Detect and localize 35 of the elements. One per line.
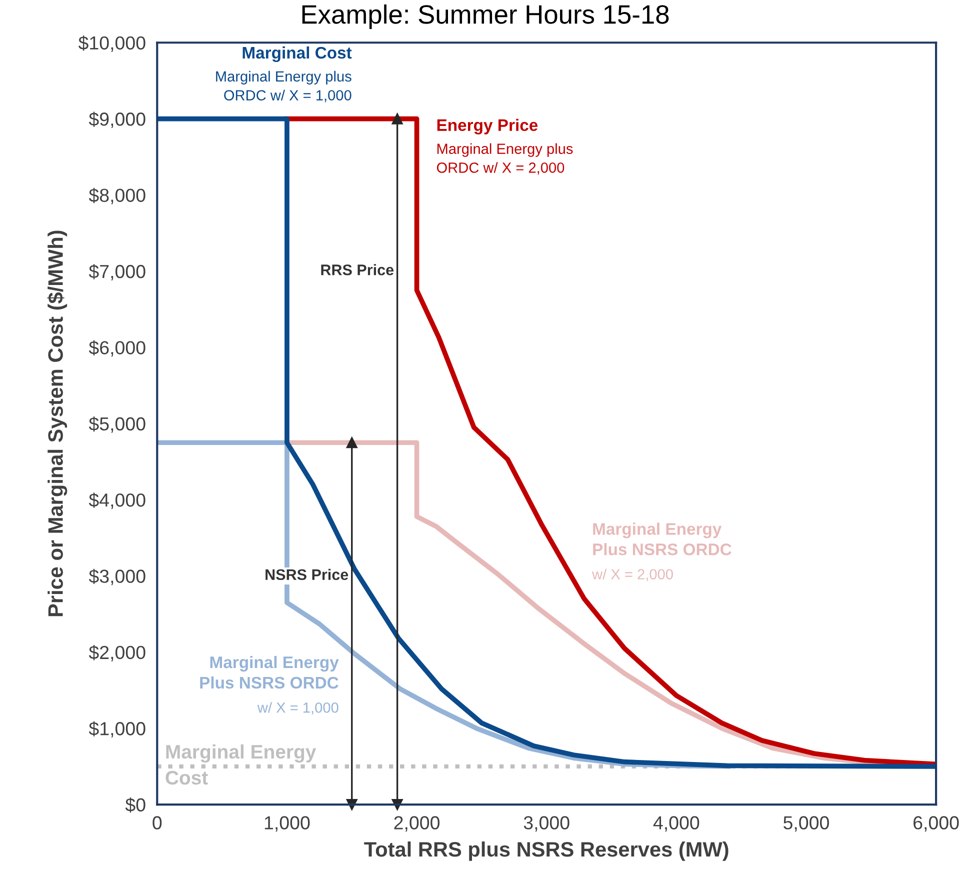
annotation: RRS Price	[321, 264, 394, 276]
chart-title: Example: Summer Hours 15-18	[302, 4, 669, 30]
y-tick-label: $4,000	[88, 492, 146, 509]
x-tick-label: 1,000	[264, 816, 310, 832]
y-tick-label: $9,000	[88, 112, 146, 128]
annotation: w/ X = 2,000	[592, 568, 673, 582]
text: Marginal Energy Plus NSRS ORDC	[593, 522, 732, 556]
x-tick-label: 4,000	[653, 816, 700, 832]
y-tick-label: $8,000	[88, 188, 146, 204]
series-label: Marginal Energy Plus NSRS ORDC	[200, 656, 339, 689]
y-tick-label: $5,000	[88, 416, 146, 433]
y-tick-label: $3,000	[88, 568, 146, 586]
ref-line-label: Marginal Energy Cost	[166, 744, 316, 785]
y-tick-label: $1,000	[88, 721, 146, 738]
x-axis-title: Total RRS plus NSRS Reserves (MW)	[364, 841, 728, 861]
annotation: Marginal Energy plus ORDC w/ X = 1,000	[216, 70, 352, 102]
point	[346, 437, 358, 448]
line-series	[157, 116, 936, 769]
y-tick-label: $10,000	[78, 36, 146, 52]
annotation: w/ X = 1,000	[257, 702, 338, 714]
y-tick-label: $6,000	[88, 340, 146, 357]
y-tick-label: $7,000	[88, 264, 146, 280]
x-tick-label: 0	[152, 816, 162, 830]
y-tick-label: $2,000	[88, 645, 146, 662]
point	[392, 113, 403, 124]
y-axis-title: Price or Marginal System Cost ($/MWh)	[47, 230, 68, 616]
series-label: Energy Price	[437, 118, 538, 134]
annotation: NSRS Price	[266, 568, 348, 580]
x-tick-label: 5,000	[784, 816, 829, 832]
x-tick-label: 3,000	[524, 816, 570, 832]
y-tick-label: $0	[125, 797, 146, 813]
x-tick-label: 2,000	[394, 816, 440, 832]
annotation: Marginal Energy plus ORDC w/ X = 2,000	[436, 143, 573, 175]
x-tick-label: 6,000	[914, 816, 959, 832]
text: Marginal Cost	[242, 46, 352, 62]
